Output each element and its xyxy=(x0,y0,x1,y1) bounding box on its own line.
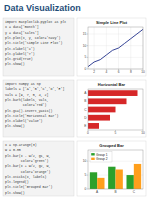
bar xyxy=(97,178,104,189)
category-label: A xyxy=(84,91,87,95)
code-line: x = np.arange(3) xyxy=(5,143,37,147)
tick-label: 4 xyxy=(105,70,107,74)
bar xyxy=(134,164,141,189)
grid-line xyxy=(130,27,131,69)
plot-marks xyxy=(88,29,143,66)
code-line: x = data['month'] xyxy=(5,25,39,29)
tick-label: 5 xyxy=(84,173,86,177)
code-line: plt.show() xyxy=(5,124,25,128)
bar xyxy=(116,170,123,190)
tick-label: 10 xyxy=(141,70,145,74)
category-label: C xyxy=(84,108,87,112)
tick-label: 0 xyxy=(84,187,86,191)
code-line: plt.grid(True) xyxy=(5,57,33,61)
code-panel xyxy=(3,80,74,137)
chart-panel xyxy=(77,80,146,137)
code-line: plt.plot(x, y, color='navy') xyxy=(5,36,60,40)
tick-label: 6 xyxy=(118,70,120,74)
code-line: color='red') xyxy=(5,103,47,107)
code-line: y = data['sales'] xyxy=(5,31,39,35)
plot-frame xyxy=(88,150,143,189)
chart-panel xyxy=(77,141,146,196)
page-title: Data Visualization xyxy=(4,3,81,13)
legend-swatch xyxy=(91,153,95,155)
tick-label: 10 xyxy=(141,131,145,135)
code-line: color='orange') xyxy=(5,170,51,174)
tick-label: 5 xyxy=(84,55,86,59)
code-panel xyxy=(3,18,74,76)
category-label: E xyxy=(84,124,86,128)
code-line: plt.show() xyxy=(5,191,25,195)
grid-line xyxy=(88,45,143,46)
bar xyxy=(90,172,97,189)
bar xyxy=(108,167,115,189)
tick-label: 8 xyxy=(130,70,132,74)
grid-line xyxy=(88,34,143,35)
code-line: plt.gca().invert_yaxis() xyxy=(5,109,53,113)
tick-label: 10 xyxy=(83,159,87,163)
bar xyxy=(88,107,116,113)
plot-frame xyxy=(88,89,143,130)
plot-marks xyxy=(90,164,141,189)
bar xyxy=(88,98,127,104)
chart-title: Horizontal Bar xyxy=(98,82,126,87)
code-line: plt.title('Horizontal Bar') xyxy=(5,114,58,118)
grid-line xyxy=(88,57,143,58)
grid-line xyxy=(106,27,107,69)
line xyxy=(88,29,143,66)
code-line: plt.xticks(x, labels) xyxy=(5,175,47,179)
bar xyxy=(127,175,134,189)
code-line: plt.xlabel('Value') xyxy=(5,119,43,123)
bar xyxy=(88,90,138,96)
code-line: plt.bar(x + w/2, g2, w, xyxy=(5,164,51,168)
code-line: plt.barh(labels, vals, xyxy=(5,98,49,102)
category-label: D xyxy=(84,116,87,120)
legend-label: Group 2 xyxy=(96,157,108,161)
bar xyxy=(88,123,99,129)
category-label: C xyxy=(133,190,136,194)
code-line: vals = [9, 7, 5, 4, 2] xyxy=(5,93,49,97)
plot-marks xyxy=(88,90,138,129)
tick-label: 5 xyxy=(115,131,117,135)
category-label: A xyxy=(96,190,99,194)
legend-label: Group 1 xyxy=(96,153,108,157)
tick-label: 0 xyxy=(87,131,89,135)
code-line: import matplotlib.pyplot as plt xyxy=(5,20,66,24)
chart-title: Simple Line Plot xyxy=(96,20,128,25)
code-line: plt.show() xyxy=(5,62,25,66)
category-label: B xyxy=(84,99,86,103)
legend-swatch xyxy=(91,158,95,160)
tick-label: 2 xyxy=(93,70,95,74)
plot-frame xyxy=(88,27,143,69)
code-line: plt.xlabel('X') xyxy=(5,47,35,51)
code-line: color='green') xyxy=(5,159,49,163)
code-line: plt.bar(x - w/2, g1, w, xyxy=(5,154,51,158)
tick-label: 10 xyxy=(83,44,87,48)
code-line: w = 0.35 xyxy=(5,148,21,152)
bar xyxy=(88,115,110,121)
code-line: plt.title('Simple Line Plot') xyxy=(5,41,62,45)
code-line: labels = ['A','B','C','D','E'] xyxy=(5,87,64,91)
code-panel xyxy=(3,141,74,196)
legend-box xyxy=(90,152,112,163)
chart-title: Grouped Bar xyxy=(99,143,124,148)
page: Data Visualization import matplotlib.pypl… xyxy=(0,0,149,198)
code-line: plt.title('Grouped Bar') xyxy=(5,185,53,189)
code-line: import numpy as np xyxy=(5,82,41,86)
category-label: B xyxy=(114,190,116,194)
code-line: plt.legend() xyxy=(5,180,29,184)
tick-label: 0 xyxy=(84,67,86,71)
code-line: plt.ylabel('Y') xyxy=(5,52,35,56)
tick-label: 15 xyxy=(83,32,87,36)
chart-panel xyxy=(77,18,146,76)
